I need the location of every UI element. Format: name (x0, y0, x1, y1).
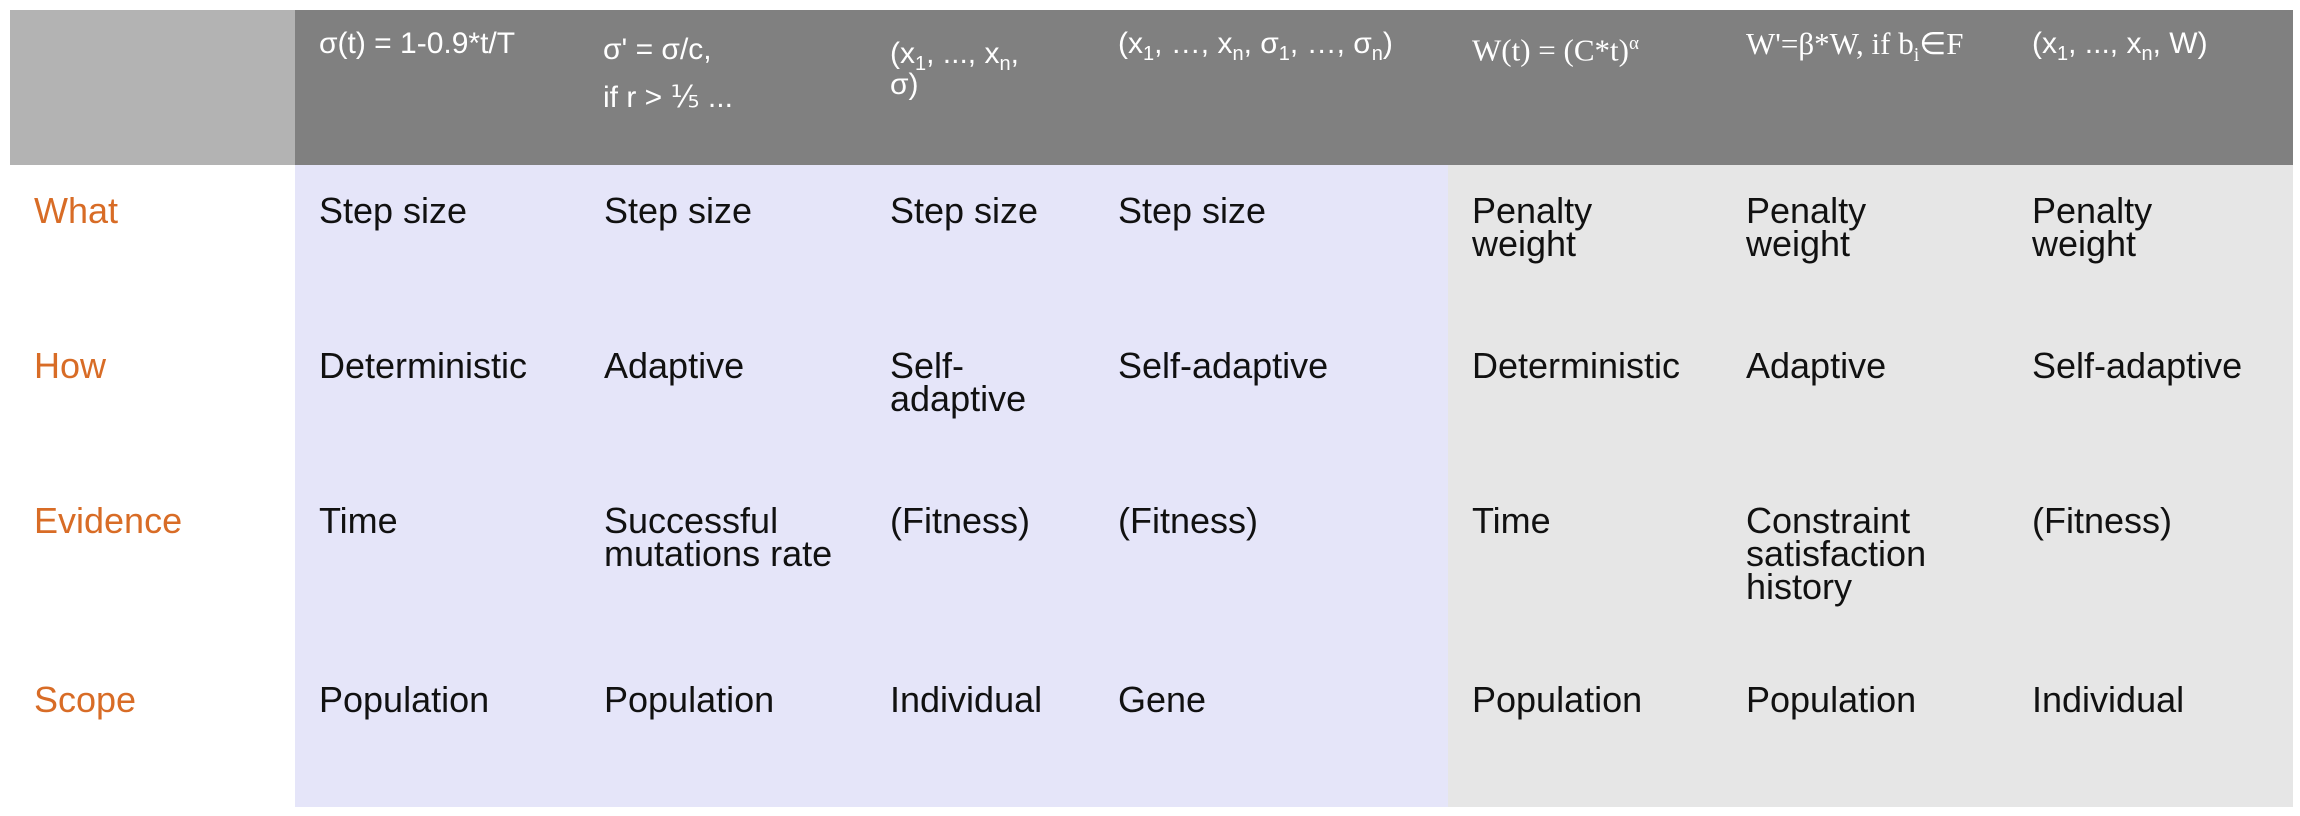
cell-scope-7: Individual (2032, 679, 2185, 720)
cell-what-7: Penalty weight (2032, 190, 2153, 264)
cell-how-1: Deterministic (319, 345, 528, 386)
cell-scope-4: Gene (1118, 679, 1207, 720)
cell-how-5: Deterministic (1472, 345, 1681, 386)
cell-scope-3: Individual (890, 679, 1043, 720)
cell-what-3: Step size (890, 190, 1039, 231)
header-col-5: W(t) = (C*t)α (1472, 32, 1639, 68)
cell-what-1: Step size (319, 190, 468, 231)
header-col-1: σ(t) = 1-0.9*t/T (319, 27, 516, 60)
row-label-what: What (34, 190, 119, 231)
cell-how-3: Self-adaptive (890, 345, 1027, 419)
cell-scope-1: Population (319, 679, 490, 720)
cell-evidence-3: (Fitness) (890, 500, 1031, 541)
row-label-evidence: Evidence (34, 500, 183, 541)
cell-evidence-1: Time (319, 500, 398, 541)
cell-how-4: Self-adaptive (1118, 345, 1329, 386)
step-size-group-background (295, 165, 1448, 807)
header-row (295, 10, 2293, 165)
cell-evidence-5: Time (1472, 500, 1551, 541)
header-col-2: σ' = σ/c, if r > ⅕ ... (603, 33, 733, 114)
cell-how-6: Adaptive (1746, 345, 1887, 386)
cell-scope-5: Population (1472, 679, 1643, 720)
cell-what-6: Penalty weight (1746, 190, 1867, 264)
cell-how-2: Adaptive (604, 345, 745, 386)
header-corner-cell (10, 10, 295, 165)
cell-evidence-7: (Fitness) (2032, 500, 2173, 541)
cell-evidence-4: (Fitness) (1118, 500, 1259, 541)
row-label-scope: Scope (34, 679, 137, 720)
cell-evidence-2: Successful mutations rate (604, 500, 833, 574)
cell-evidence-6: Constraint satisfaction history (1746, 500, 1927, 607)
cell-what-4: Step size (1118, 190, 1267, 231)
cell-scope-2: Population (604, 679, 775, 720)
header-col-3: (x1, ..., xn, σ) (890, 37, 1019, 101)
row-label-how: How (34, 345, 107, 386)
parameter-control-table: σ(t) = 1-0.9*t/T σ' = σ/c, if r > ⅕ ... … (10, 10, 2293, 807)
cell-what-5: Penalty weight (1472, 190, 1593, 264)
cell-scope-6: Population (1746, 679, 1917, 720)
cell-how-7: Self-adaptive (2032, 345, 2243, 386)
cell-what-2: Step size (604, 190, 753, 231)
header-col-4: (x1, …, xn, σ1, …, σn) (1118, 27, 1393, 65)
header-col-7: (x1, ..., xn, W) (2032, 27, 2208, 65)
header-col-6: W'=β*W, if bi∈F (1746, 26, 1964, 67)
penalty-weight-group-background (1448, 165, 2293, 807)
